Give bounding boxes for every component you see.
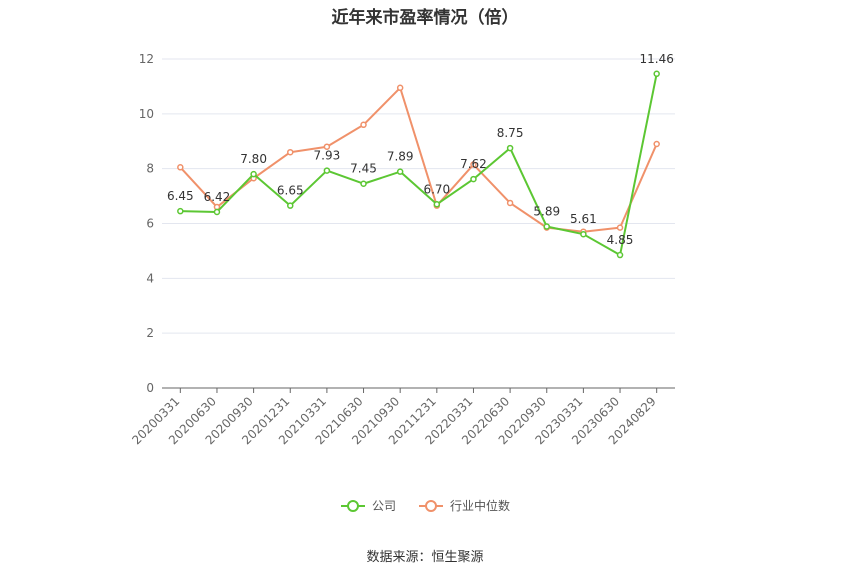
data-labels: 6.45 6.42 7.80 6.65 7.93 7.45 7.89 6.70 7.62 8.75… xyxy=(167,52,674,247)
y-tick-label: 6 xyxy=(146,217,154,231)
data-point xyxy=(543,223,550,230)
data-point xyxy=(470,161,477,168)
data-label: 7.62 xyxy=(460,157,487,171)
legend-label-industry-median: 行业中位数 xyxy=(450,499,511,513)
data-point xyxy=(616,224,624,231)
data-label: 6.45 xyxy=(167,189,194,203)
y-tick-label: 0 xyxy=(146,381,154,395)
data-point xyxy=(213,208,221,216)
data-label: 7.93 xyxy=(314,149,341,163)
series-lines xyxy=(177,70,660,259)
data-point xyxy=(653,140,660,148)
legend-marker-industry-median xyxy=(419,499,443,512)
legend-item-industry-median[interactable]: 行业中位数 xyxy=(418,497,510,514)
data-label: 6.65 xyxy=(277,184,304,198)
data-point xyxy=(653,70,660,78)
legend-marker-company xyxy=(340,499,365,512)
data-point xyxy=(287,202,294,209)
grid-lines xyxy=(162,58,675,334)
data-label: 5.89 xyxy=(533,205,560,219)
y-tick-label: 12 xyxy=(139,52,154,66)
data-label: 7.89 xyxy=(387,150,414,164)
data-point xyxy=(360,121,367,129)
legend-label-company: 公司 xyxy=(371,499,396,513)
series-line-1 xyxy=(179,86,658,233)
data-point xyxy=(323,167,331,174)
data-label: 7.80 xyxy=(240,152,267,166)
y-tick-label: 10 xyxy=(139,107,154,121)
data-point xyxy=(323,143,331,150)
data-point xyxy=(287,148,294,156)
data-point xyxy=(250,170,257,178)
y-tick-label: 2 xyxy=(146,326,154,340)
axes: 0246810122020033120200630202009302020123… xyxy=(129,52,675,447)
data-point xyxy=(396,168,404,175)
y-tick-label: 8 xyxy=(146,162,154,176)
legend-item-company[interactable]: 公司 xyxy=(340,497,396,514)
data-label: 11.46 xyxy=(639,52,673,66)
data-label: 8.75 xyxy=(497,126,524,140)
data-label: 7.45 xyxy=(350,162,377,176)
data-point xyxy=(177,164,184,171)
data-point xyxy=(580,230,587,238)
data-label: 4.85 xyxy=(607,233,634,247)
data-label: 6.42 xyxy=(204,190,231,204)
y-tick-label: 4 xyxy=(146,271,154,285)
data-point xyxy=(433,201,441,208)
data-point xyxy=(470,175,477,183)
data-point xyxy=(360,180,367,187)
data-label: 5.61 xyxy=(570,212,597,226)
data-point xyxy=(616,251,624,259)
data-point xyxy=(177,207,184,215)
chart-title: 近年来市盈率情况（倍） xyxy=(331,8,519,28)
data-point xyxy=(506,144,514,152)
legend: 公司 行业中位数 xyxy=(0,497,850,514)
data-point xyxy=(506,199,514,207)
data-point xyxy=(396,84,404,92)
series-line-0 xyxy=(180,73,658,257)
source-note: 数据来源：恒生聚源 xyxy=(366,550,484,565)
data-label: 6.70 xyxy=(423,182,450,196)
